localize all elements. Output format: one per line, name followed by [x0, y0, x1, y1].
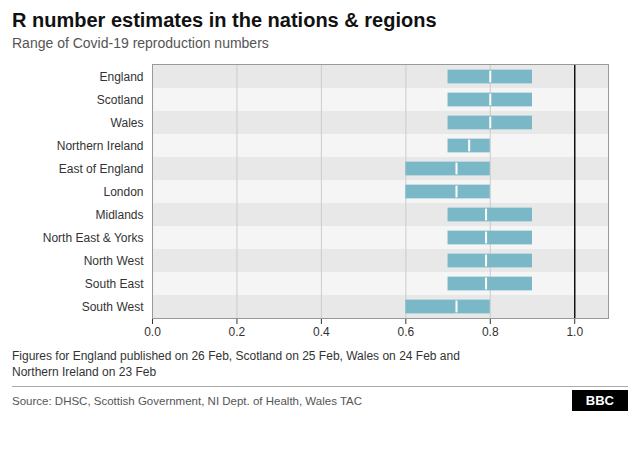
svg-text:England: England: [99, 70, 143, 84]
svg-text:Northern Ireland: Northern Ireland: [57, 139, 144, 153]
svg-text:0.4: 0.4: [313, 325, 330, 339]
svg-text:Scotland: Scotland: [97, 93, 144, 107]
svg-text:East of England: East of England: [59, 162, 144, 176]
html-text:R number estimates in the nati: R number estimates in the nations & regi…: [12, 9, 437, 31]
html-text:Source: DHSC, Scottish Governm: Source: DHSC, Scottish Government, NI De…: [12, 394, 362, 407]
svg-text:North East & Yorks: North East & Yorks: [43, 231, 144, 245]
svg-text:0.0: 0.0: [144, 325, 161, 339]
svg-text:North West: North West: [84, 254, 144, 268]
svg-text:London: London: [103, 185, 143, 199]
svg-text:South East: South East: [85, 277, 144, 291]
svg-text:Wales: Wales: [111, 116, 144, 130]
svg-text:1.0: 1.0: [566, 325, 583, 339]
html-text:Range of Covid-19 reproduction: Range of Covid-19 reproduction numbers: [12, 35, 269, 51]
svg-text:0.2: 0.2: [229, 325, 246, 339]
svg-text:Midlands: Midlands: [95, 208, 143, 222]
html-text:BBC: BBC: [585, 393, 614, 409]
html-text:Figures for England published: Figures for England published on 26 Feb,…: [12, 349, 460, 380]
svg-text:South West: South West: [82, 300, 144, 314]
svg-text:0.8: 0.8: [482, 325, 499, 339]
svg-text:0.6: 0.6: [397, 325, 414, 339]
